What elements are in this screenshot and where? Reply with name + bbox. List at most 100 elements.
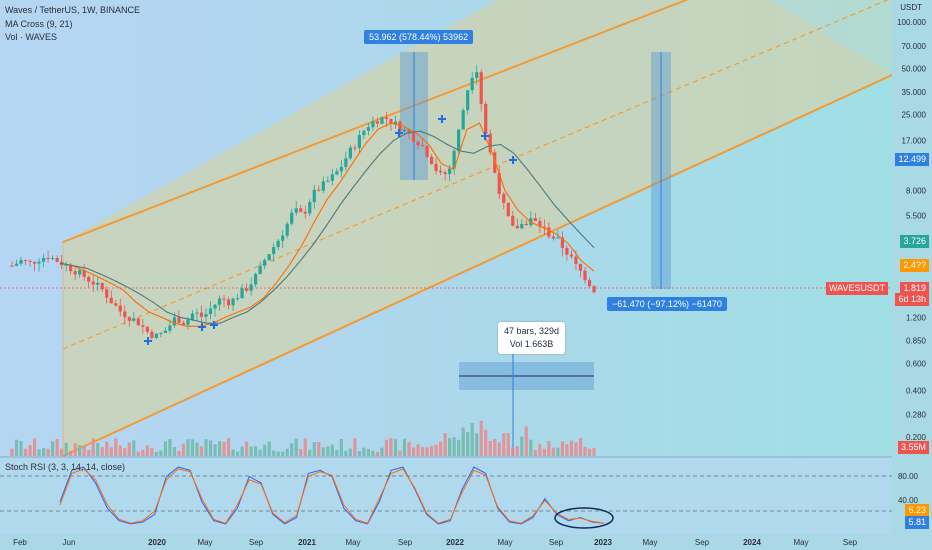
ma-fast-line[interactable] [59,122,595,327]
candle-body[interactable] [132,318,136,321]
candle-body[interactable] [411,133,416,142]
symbol-title[interactable]: Waves / TetherUS, 1W, BINANCE [5,5,141,15]
candle-body[interactable] [19,260,23,264]
candle-body[interactable] [91,281,95,285]
candle-body[interactable] [457,129,461,151]
candle-body[interactable] [515,225,519,229]
candle-body[interactable] [461,110,465,130]
oscillator-title[interactable]: Stoch RSI (3, 3, 14, 14, close) [5,462,126,472]
candle-body[interactable] [285,223,289,236]
candle-body[interactable] [371,121,375,128]
candle-body[interactable] [326,180,330,182]
indicator-vol-label[interactable]: Vol · WAVES [5,32,58,42]
candle-body[interactable] [493,152,497,173]
candle-body[interactable] [172,317,177,326]
candle-body[interactable] [520,223,524,229]
candle-body[interactable] [258,265,262,274]
candle-body[interactable] [425,146,429,157]
price-channel[interactable] [62,0,892,457]
candle-body[interactable] [416,141,420,146]
candle-body[interactable] [344,158,348,167]
candle-body[interactable] [23,260,28,262]
candle-body[interactable] [154,333,158,338]
candle-body[interactable] [208,308,213,314]
candle-body[interactable] [51,257,55,259]
candle-body[interactable] [240,288,244,299]
candle-body[interactable] [587,280,592,287]
candle-body[interactable] [574,256,578,264]
candle-body[interactable] [78,270,82,275]
candle-body[interactable] [308,202,312,214]
candle-body[interactable] [73,271,77,275]
candle-body[interactable] [217,298,222,305]
candle-body[interactable] [249,284,253,291]
candle-body[interactable] [439,170,443,173]
candle-body[interactable] [281,235,285,241]
candle-body[interactable] [353,147,357,149]
candle-body[interactable] [272,247,276,255]
candle-body[interactable] [389,118,393,124]
candle-body[interactable] [542,226,546,228]
channel-lower-line[interactable] [62,74,892,457]
candle-body[interactable] [560,237,565,248]
candle-body[interactable] [163,330,167,333]
candle-body[interactable] [479,72,483,104]
candle-body[interactable] [366,127,371,131]
channel-mid-line[interactable] [62,0,892,350]
candle-body[interactable] [28,260,32,262]
candle-body[interactable] [222,298,226,300]
candle-body[interactable] [452,150,456,169]
candle-body[interactable] [254,273,258,285]
candle-body[interactable] [168,325,172,331]
candle-body[interactable] [407,129,411,134]
candle-body[interactable] [484,103,488,134]
candle-body[interactable] [141,325,145,327]
candle-body[interactable] [299,208,303,212]
candle-body[interactable] [488,133,492,153]
candle-body[interactable] [502,193,506,203]
candle-body[interactable] [10,265,14,267]
ma-slow-line[interactable] [59,130,595,324]
channel-upper-line[interactable] [62,0,892,243]
candle-body[interactable] [181,322,186,325]
candle-body[interactable] [46,258,50,260]
candle-body[interactable] [470,77,474,91]
candle-body[interactable] [199,312,204,317]
candle-body[interactable] [380,117,384,124]
candle-body[interactable] [317,189,321,191]
candle-body[interactable] [294,208,298,213]
candle-body[interactable] [64,264,68,266]
candle-body[interactable] [204,313,208,317]
candle-body[interactable] [312,189,316,203]
candle-body[interactable] [420,145,425,147]
candle-body[interactable] [235,298,240,300]
candle-body[interactable] [551,236,555,239]
candle-body[interactable] [226,299,231,306]
candle-body[interactable] [55,257,59,262]
candle-body[interactable] [578,263,583,271]
candle-body[interactable] [118,305,122,312]
candle-body[interactable] [362,130,366,136]
candle-body[interactable] [398,121,402,132]
candle-body[interactable] [497,172,501,194]
candle-body[interactable] [114,303,118,306]
candle-body[interactable] [14,263,19,266]
candle-body[interactable] [402,129,407,132]
candle-body[interactable] [475,72,479,78]
candle-body[interactable] [82,270,86,278]
candle-body[interactable] [434,163,438,171]
candle-body[interactable] [37,261,41,264]
time-axis[interactable] [0,534,932,550]
candle-body[interactable] [556,237,560,239]
candle-body[interactable] [267,254,271,261]
candle-body[interactable] [245,288,249,291]
candle-body[interactable] [186,319,190,325]
candle-body[interactable] [538,221,542,227]
candle-body[interactable] [511,215,515,226]
candle-body[interactable] [448,168,452,174]
candle-body[interactable] [393,121,398,124]
candle-body[interactable] [348,147,352,159]
candle-body[interactable] [276,240,280,248]
candle-body[interactable] [41,258,46,262]
